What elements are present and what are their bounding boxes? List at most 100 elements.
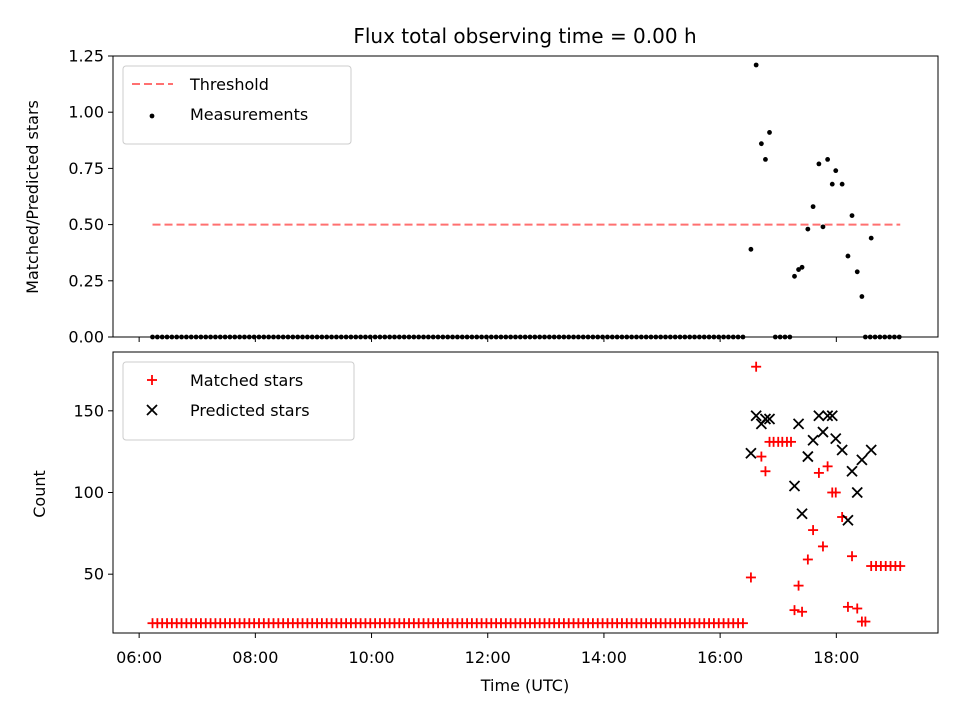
data-point-dot	[353, 334, 359, 340]
data-point-dot	[334, 334, 339, 340]
data-point-dot	[682, 334, 688, 340]
x-tick-label: 06:00	[116, 648, 162, 667]
panel-ratio: 0.00 0.25 0.50 0.75 1.00 1.25 Threshold Measure…	[68, 47, 939, 347]
data-point-dot	[304, 334, 310, 340]
data-point-dot	[799, 264, 805, 270]
x-diag-b	[750, 410, 762, 422]
data-point-dot	[198, 334, 204, 340]
data-point-dot	[188, 334, 194, 340]
data-point-dot	[203, 334, 209, 340]
data-point-dot	[517, 334, 523, 340]
x-diag-b	[146, 404, 158, 416]
data-point-x	[792, 418, 805, 430]
data-point-plus	[751, 361, 762, 372]
data-point-dot	[792, 273, 797, 279]
data-point-dot	[716, 334, 722, 340]
data-point-dot	[227, 334, 233, 340]
data-point-dot	[537, 334, 543, 340]
x-diag-b	[821, 410, 834, 422]
data-point-dot	[805, 226, 811, 232]
legend-swatch-dot	[149, 113, 155, 119]
data-point-dot	[872, 334, 878, 340]
data-point-dot	[455, 334, 460, 340]
x-diag-b	[851, 486, 863, 499]
data-point-x	[807, 434, 819, 446]
data-point-dot	[479, 334, 485, 340]
data-point-x	[817, 426, 829, 438]
data-point-dot	[740, 334, 746, 340]
x-diag-b	[836, 444, 848, 456]
data-point-plus	[847, 551, 858, 562]
x-diag-b	[792, 418, 805, 430]
y-axis-label-count: Count	[30, 470, 49, 518]
x-diag-b	[842, 514, 854, 526]
data-point-plus	[756, 451, 767, 462]
data-point-x	[830, 432, 842, 445]
data-point-dot	[862, 334, 868, 340]
data-point-dot	[338, 334, 344, 340]
data-point-dot	[208, 334, 213, 340]
data-point-dot	[782, 334, 788, 340]
legend-swatch-plus	[147, 375, 157, 385]
data-point-dot	[546, 334, 552, 340]
y-tick-label: 0.75	[68, 159, 104, 178]
data-point-dot	[614, 334, 620, 340]
data-point-dot	[777, 334, 783, 340]
data-point-plus	[808, 525, 819, 536]
data-point-dot	[653, 334, 659, 340]
data-point-dot	[532, 334, 538, 340]
data-point-dot	[445, 334, 451, 340]
data-point-dot	[605, 334, 610, 340]
plot-area	[150, 62, 902, 340]
data-point-plus	[822, 461, 833, 472]
data-point-dot	[416, 334, 422, 340]
data-point-dot	[295, 334, 301, 340]
data-point-dot	[787, 334, 793, 340]
legend-label: Matched stars	[190, 371, 303, 390]
data-point-dot	[425, 334, 431, 340]
data-point-dot	[459, 334, 465, 340]
data-point-dot	[845, 253, 851, 259]
data-point-dot	[329, 334, 334, 340]
data-point-dot	[280, 334, 286, 340]
data-point-plus	[830, 487, 841, 498]
data-point-dot	[580, 334, 586, 340]
data-point-dot	[726, 334, 731, 340]
data-point-dot	[767, 130, 772, 135]
data-point-dot	[672, 334, 678, 340]
data-point-plus	[786, 436, 797, 447]
data-point-plus	[895, 561, 906, 572]
data-point-x	[842, 514, 854, 526]
data-point-dot	[261, 334, 267, 340]
data-point-dot	[266, 334, 272, 340]
data-point-dot	[319, 334, 325, 340]
y-tick-label: 100	[73, 483, 104, 502]
x-tick-label: 12:00	[465, 648, 511, 667]
data-point-dot	[648, 334, 654, 340]
x-diag-b	[763, 413, 776, 425]
data-point-dot	[183, 334, 189, 340]
data-point-dot	[721, 334, 726, 340]
legend-box	[122, 65, 352, 145]
data-point-dot	[484, 334, 489, 340]
panel-counts: 50 100 150 06:00 08:00 10:00 12:00 14:00 16:00 18…	[73, 351, 939, 667]
data-point-dot	[859, 294, 865, 299]
data-point-dot	[309, 334, 315, 340]
x-diag-b	[813, 410, 825, 422]
data-point-dot	[542, 334, 547, 340]
data-point-dot	[748, 246, 754, 252]
data-point-dot	[892, 334, 897, 340]
data-point-dot	[571, 334, 576, 340]
data-point-dot	[169, 334, 175, 340]
data-point-dot	[464, 334, 470, 340]
legend: Matched stars Predicted stars	[122, 361, 355, 441]
data-point-dot	[179, 334, 184, 340]
data-point-plus	[760, 466, 771, 477]
legend-label: Predicted stars	[190, 401, 310, 420]
data-point-dot	[222, 334, 228, 340]
legend-swatch-x	[146, 404, 158, 416]
data-point-dot	[609, 334, 615, 340]
data-point-dot	[877, 334, 883, 340]
data-point-dot	[396, 334, 402, 340]
